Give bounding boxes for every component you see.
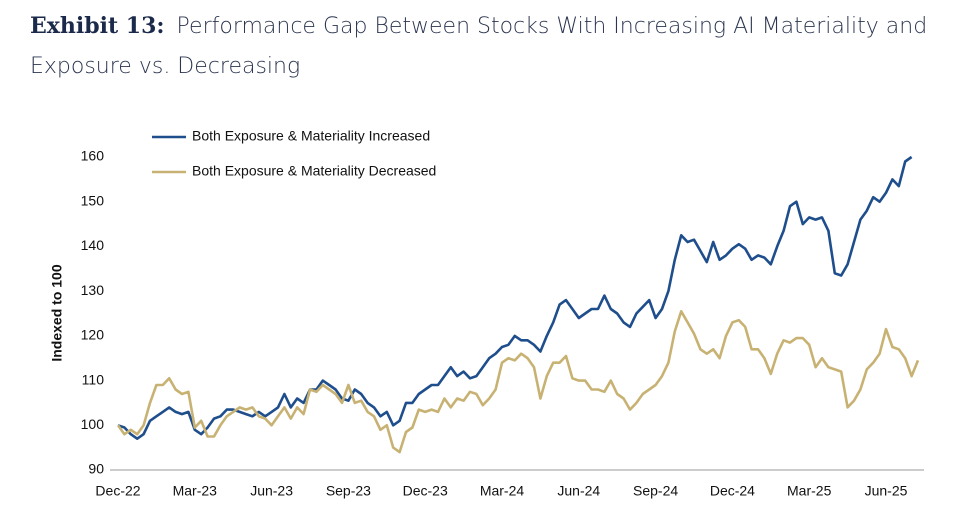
x-tick-label: Sep-24 bbox=[633, 483, 678, 499]
y-tick-label: 140 bbox=[81, 237, 105, 253]
legend-label: Both Exposure & Materiality Increased bbox=[192, 128, 430, 144]
x-tick-label: Mar-24 bbox=[480, 483, 525, 499]
x-tick-label: Mar-23 bbox=[173, 483, 218, 499]
y-tick-label: 150 bbox=[81, 192, 105, 208]
x-tick-label: Jun-24 bbox=[557, 483, 600, 499]
line-series bbox=[116, 310, 920, 454]
x-tick-label: Sep-23 bbox=[326, 483, 371, 499]
line-series bbox=[117, 155, 913, 440]
exhibit-label: Exhibit 13: bbox=[30, 13, 165, 39]
x-tick-label: Mar-25 bbox=[787, 483, 832, 499]
y-tick-label: 110 bbox=[82, 371, 105, 387]
x-tick-label: Jun-23 bbox=[250, 483, 293, 499]
y-tick-label: 130 bbox=[81, 282, 105, 298]
x-tick-label: Dec-24 bbox=[710, 483, 755, 499]
y-tick-label: 120 bbox=[81, 327, 105, 343]
y-tick-label: 90 bbox=[88, 461, 104, 477]
legend-label: Both Exposure & Materiality Decreased bbox=[192, 163, 436, 179]
y-tick-label: 100 bbox=[81, 416, 105, 432]
x-tick-label: Dec-23 bbox=[403, 483, 448, 499]
y-tick-label: 160 bbox=[81, 148, 105, 164]
y-axis-label: Indexed to 100 bbox=[49, 264, 65, 361]
chart-title: Performance Gap Between Stocks With Incr… bbox=[30, 14, 928, 79]
header: Exhibit 13: Performance Gap Between Stock… bbox=[30, 6, 950, 87]
x-tick-label: Jun-25 bbox=[865, 483, 908, 499]
x-tick-label: Dec-22 bbox=[95, 483, 140, 499]
